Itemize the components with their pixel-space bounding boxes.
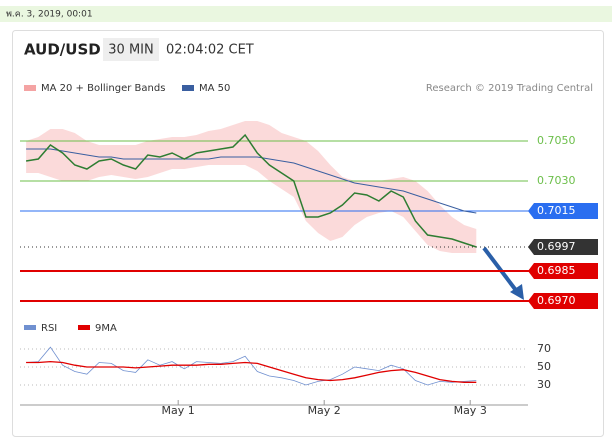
- x-tick-label: May 3: [454, 404, 487, 417]
- y-tick-label: 70: [537, 342, 551, 355]
- level-label: 0.6997: [537, 240, 576, 253]
- legend-swatch: [24, 85, 36, 91]
- level-label: 0.6985: [537, 264, 576, 277]
- credit: Research © 2019 Trading Central: [426, 83, 593, 94]
- legend-swatch: [24, 325, 36, 330]
- legend-label: MA 50: [199, 83, 230, 94]
- bollinger-band: [26, 121, 477, 253]
- x-tick-label: May 2: [308, 404, 341, 417]
- pair: AUD/USD: [24, 41, 101, 59]
- legend-label: MA 20 + Bollinger Bands: [41, 83, 165, 94]
- level-label: 0.6970: [537, 294, 576, 307]
- y-tick-label: 30: [537, 378, 551, 391]
- card: [12, 30, 604, 437]
- level-label: 0.7030: [537, 174, 576, 187]
- rsi-line: [26, 360, 477, 383]
- rsi-line: [26, 346, 477, 386]
- level-label: 0.7050: [537, 134, 576, 147]
- legend-swatch: [182, 85, 194, 91]
- level-label: 0.7015: [537, 204, 576, 217]
- price-line: [25, 133, 477, 248]
- legend-label: RSI: [41, 323, 57, 334]
- level-box: [528, 293, 598, 309]
- y-tick-label: 50: [537, 360, 551, 373]
- interval-box: [103, 38, 159, 61]
- level-box: [528, 203, 598, 219]
- arrow-head: [510, 284, 524, 300]
- level-box: [528, 239, 598, 255]
- legend-label: 9MA: [95, 323, 117, 334]
- level-box: [528, 263, 598, 279]
- interval: 30 MIN: [108, 43, 153, 58]
- time: 02:04:02 CET: [166, 43, 254, 58]
- top-bar: [0, 6, 612, 22]
- legend-swatch: [78, 325, 90, 330]
- x-tick-label: May 1: [162, 404, 195, 417]
- date: พ.ค. 3, 2019, 00:01: [6, 10, 93, 20]
- ma50-line: [26, 148, 477, 214]
